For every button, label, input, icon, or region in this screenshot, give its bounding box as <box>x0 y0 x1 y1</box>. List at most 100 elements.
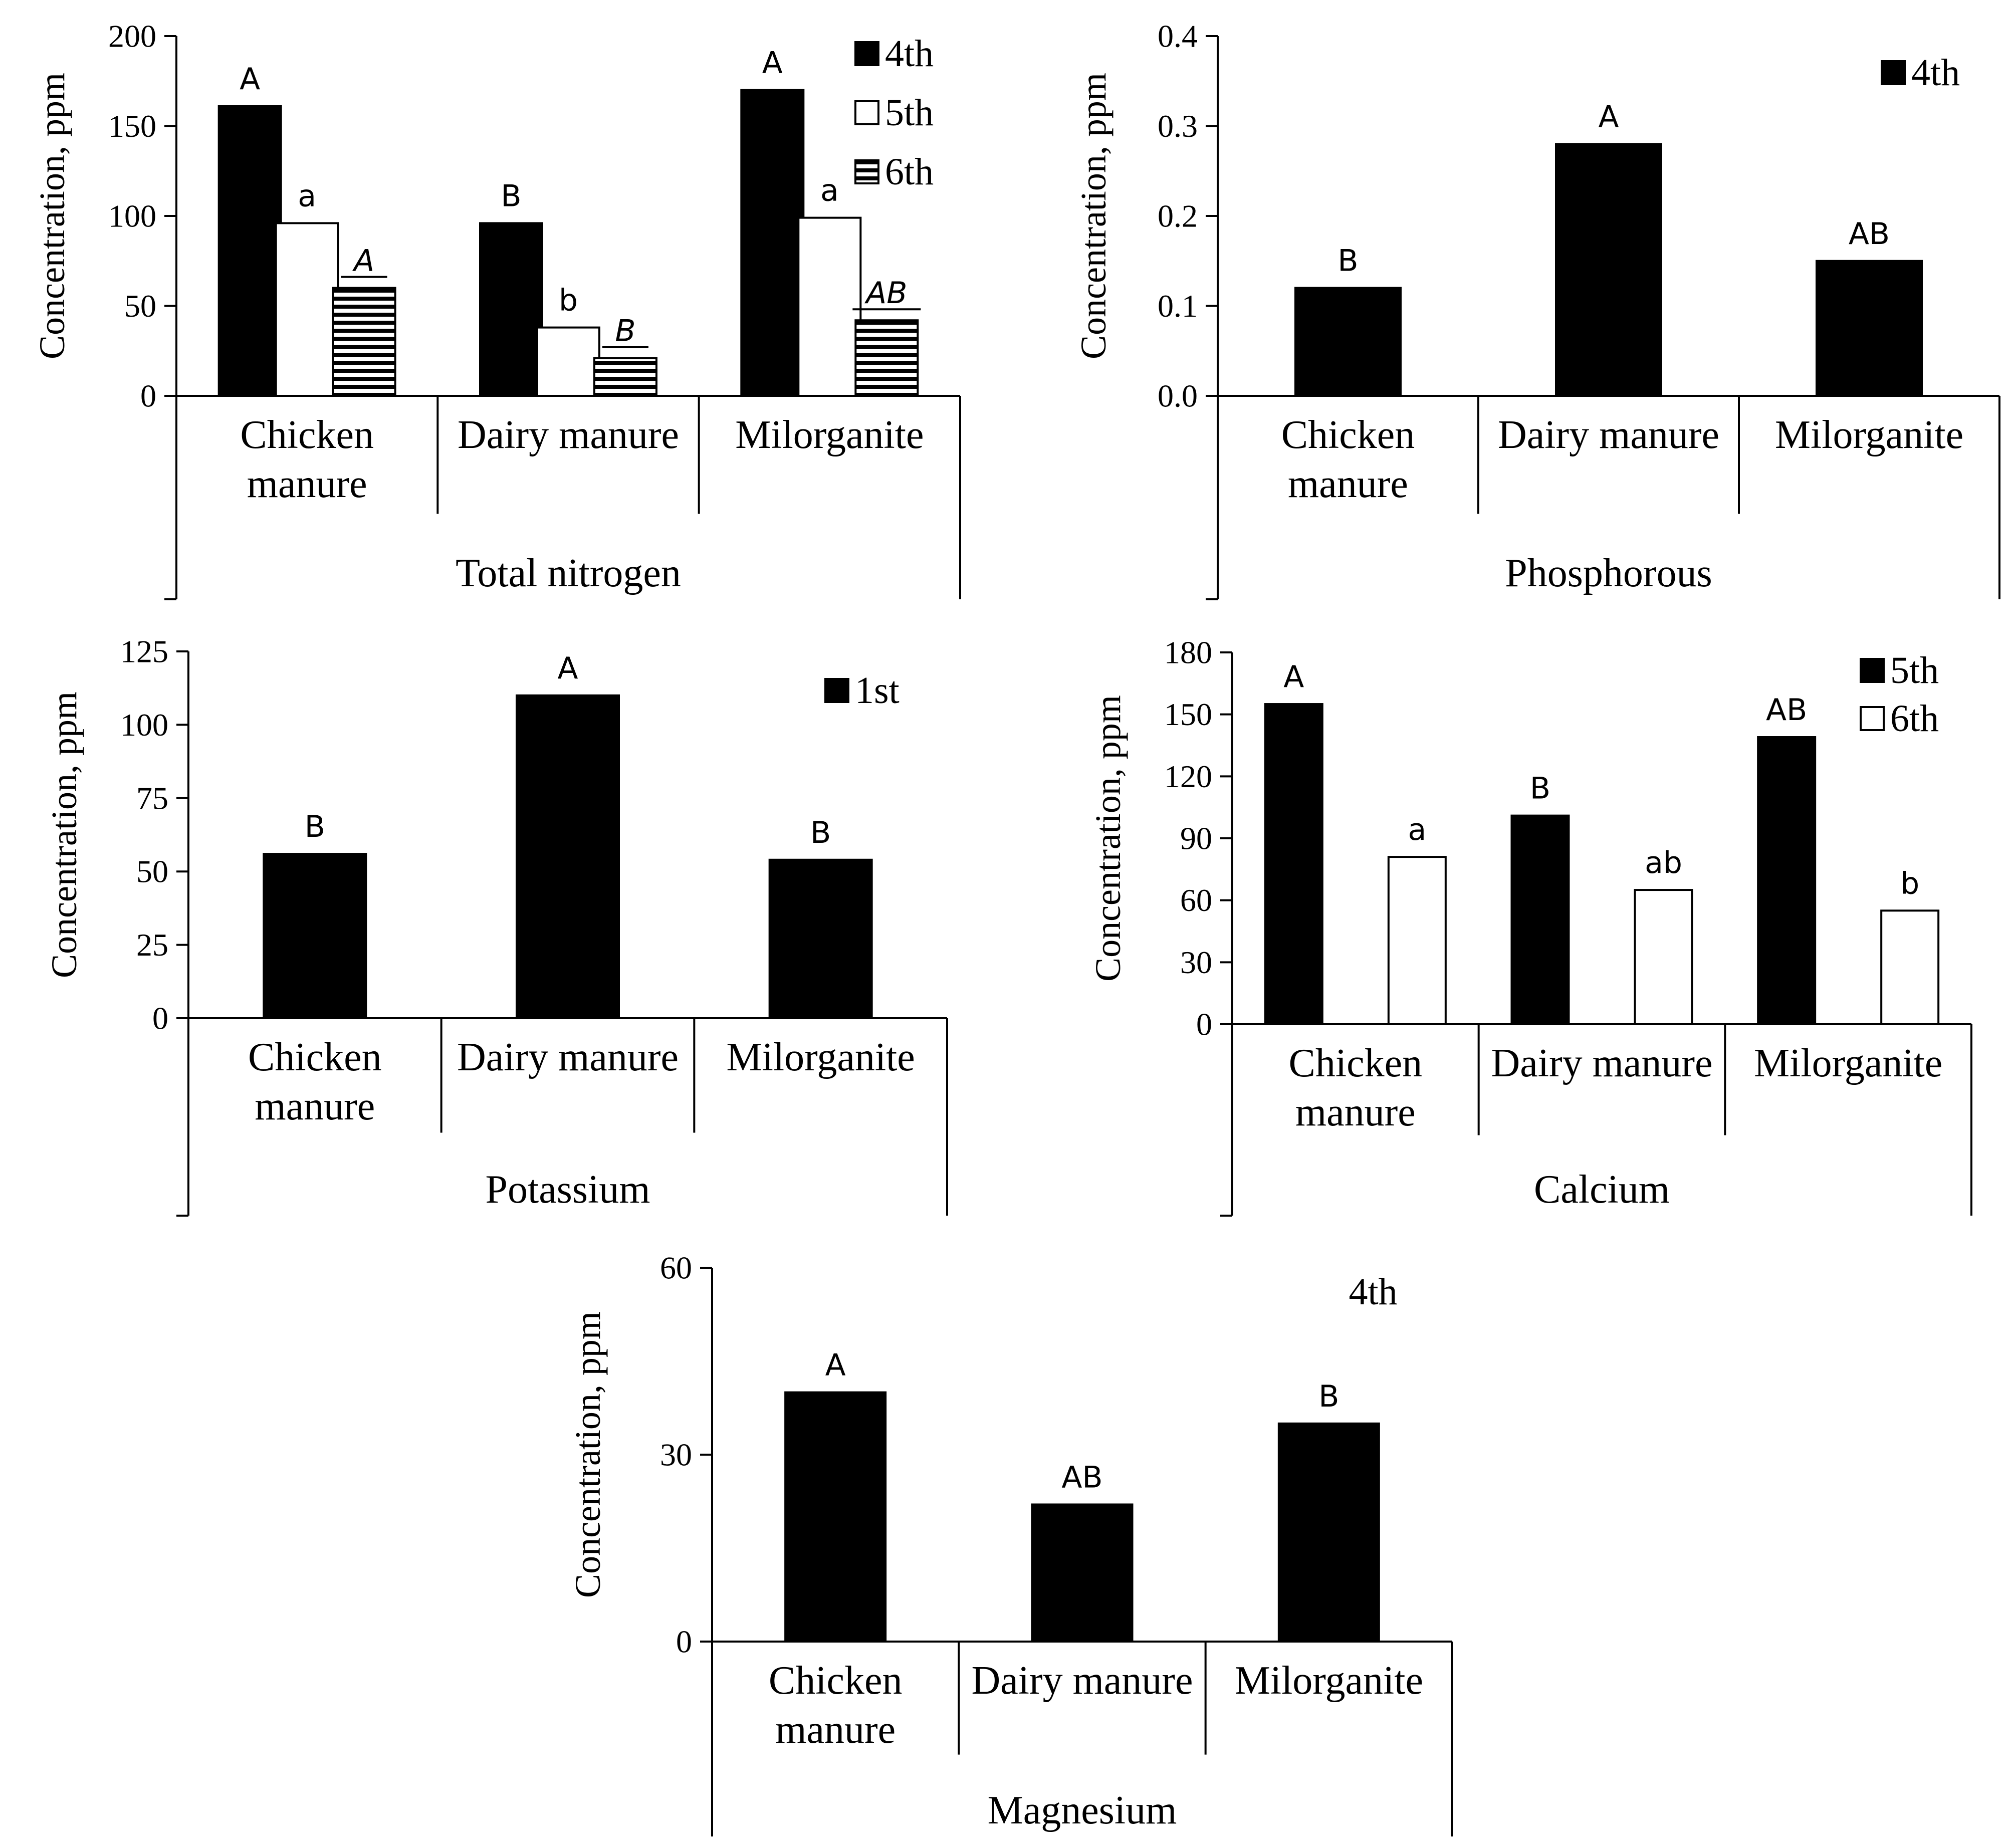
bar-1st[interactable] <box>768 858 873 1019</box>
bar-5th[interactable] <box>1264 703 1323 1025</box>
bar-5th[interactable] <box>536 326 600 397</box>
y-tick-label: 200 <box>108 19 156 54</box>
bar-6th[interactable] <box>593 357 657 397</box>
y-tick-label: 30 <box>1180 945 1212 980</box>
significance-label: B <box>1337 244 1358 279</box>
y-tick-label: 0.0 <box>1158 378 1198 414</box>
legend-label: 1st <box>855 669 900 712</box>
significance-label: B <box>1318 1379 1339 1414</box>
panel-title: Magnesium <box>988 1788 1177 1832</box>
significance-label: b <box>559 283 578 318</box>
category-label: Milorganite <box>727 1035 915 1079</box>
y-axis-label: Concentration, ppm <box>568 1311 608 1598</box>
significance-label: A <box>1598 99 1619 134</box>
chart-panel-potassium: 0 25 50 75 100 125 Chicken manure Dairy manure Mi… <box>44 634 948 1217</box>
legend-swatch <box>854 100 879 125</box>
bar-5th[interactable] <box>1510 814 1570 1025</box>
y-tick-label: 150 <box>1164 697 1212 732</box>
legend-swatch <box>1860 706 1885 731</box>
bar-4th[interactable] <box>1031 1503 1134 1643</box>
chart-panel-magnesium: 0 30 60 Chicken manure Dairy manure Milorganit… <box>568 1250 1453 1836</box>
category-label: Dairy manure <box>1491 1041 1712 1085</box>
category-label: Dairy manure <box>458 413 679 457</box>
y-tick-label: 60 <box>1180 882 1212 918</box>
category-label: Dairy manure <box>457 1035 679 1079</box>
significance-label: B <box>305 809 325 844</box>
category-label: Chicken <box>1289 1041 1423 1085</box>
category-label: Milorganite <box>735 413 924 457</box>
y-tick-label: 0 <box>152 1001 168 1036</box>
legend-swatch <box>854 41 879 66</box>
bar-4th[interactable] <box>1555 143 1662 397</box>
y-tick-label: 0.1 <box>1158 288 1198 324</box>
bar-5th[interactable] <box>797 216 862 397</box>
category-label: manure <box>775 1708 896 1752</box>
category-label: Milorganite <box>1235 1659 1423 1703</box>
y-tick-label: 125 <box>120 634 168 669</box>
y-tick-label: 30 <box>660 1437 692 1473</box>
category-label: Chicken <box>769 1659 903 1703</box>
legend-label: 6th <box>1890 698 1939 740</box>
legend-label: 4th <box>1911 52 1960 94</box>
significance-label: A <box>557 651 578 686</box>
y-tick-label: 100 <box>120 707 168 743</box>
significance-label: a <box>1408 812 1426 847</box>
bar-6th[interactable] <box>1880 909 1940 1026</box>
panel-title: Total nitrogen <box>456 551 681 595</box>
legend-label: 6th <box>885 151 934 193</box>
bar-4th[interactable] <box>740 89 805 397</box>
significance-label: B <box>501 178 521 213</box>
legend-label: 5th <box>1890 649 1939 691</box>
chart-panel-calcium: 0 30 60 90 120 150 180 Chicken manure Dairy manur… <box>1088 635 1972 1217</box>
y-tick-label: 100 <box>108 198 156 234</box>
bar-6th[interactable] <box>332 287 396 397</box>
legend-swatch <box>854 159 879 184</box>
y-axis-label: Concentration, ppm <box>32 73 72 359</box>
bar-4th[interactable] <box>1816 260 1923 397</box>
significance-label: ab <box>1645 845 1682 880</box>
significance-label: AB <box>1766 692 1807 728</box>
bar-4th[interactable] <box>1277 1422 1380 1643</box>
y-tick-label: 0.3 <box>1158 108 1198 144</box>
bar-5th[interactable] <box>1757 736 1817 1025</box>
significance-label: B <box>615 314 635 349</box>
y-tick-label: 180 <box>1164 635 1212 670</box>
bar-4th[interactable] <box>784 1391 887 1643</box>
bar-4th[interactable] <box>217 105 282 397</box>
bar-1st[interactable] <box>516 694 620 1019</box>
significance-label: B <box>1530 771 1550 806</box>
legend-swatch <box>1860 658 1885 683</box>
y-tick-label: 75 <box>136 780 168 816</box>
bar-4th[interactable] <box>1294 287 1402 397</box>
legend-swatch <box>1881 60 1906 85</box>
legend-swatch <box>824 678 849 703</box>
y-axis-label: Concentration, ppm <box>1073 73 1113 359</box>
panel-title: Calcium <box>1534 1168 1670 1212</box>
y-tick-label: 0.4 <box>1158 19 1198 54</box>
chart-panel-phosphorous: 0.0 0.1 0.2 0.3 0.4 Chicken manure Dairy manure… <box>1073 19 2000 600</box>
bar-6th[interactable] <box>1387 856 1447 1025</box>
category-label: manure <box>255 1084 375 1128</box>
y-tick-label: 60 <box>660 1250 692 1286</box>
legend-label: 4th <box>1349 1271 1397 1313</box>
significance-label: a <box>820 173 839 208</box>
y-tick-label: 50 <box>124 288 156 324</box>
significance-label: AB <box>864 276 907 311</box>
chart-panel-total-nitrogen: 0 50 100 150 200 Chicken manure Dairy manure Mil… <box>32 19 961 600</box>
y-tick-label: 0 <box>140 378 156 414</box>
category-label: manure <box>1295 1090 1416 1134</box>
significance-label: B <box>810 815 831 850</box>
bar-4th[interactable] <box>479 222 543 397</box>
bar-6th[interactable] <box>854 319 919 397</box>
bar-5th[interactable] <box>275 222 339 397</box>
bar-6th[interactable] <box>1634 889 1693 1025</box>
legend-label: 4th <box>885 33 934 75</box>
significance-label: A <box>825 1348 846 1383</box>
y-tick-label: 90 <box>1180 821 1212 856</box>
category-label: Milorganite <box>1754 1041 1942 1085</box>
y-tick-label: 150 <box>108 108 156 144</box>
y-tick-label: 120 <box>1164 759 1212 794</box>
bar-1st[interactable] <box>263 853 367 1019</box>
significance-label: b <box>1900 866 1919 901</box>
